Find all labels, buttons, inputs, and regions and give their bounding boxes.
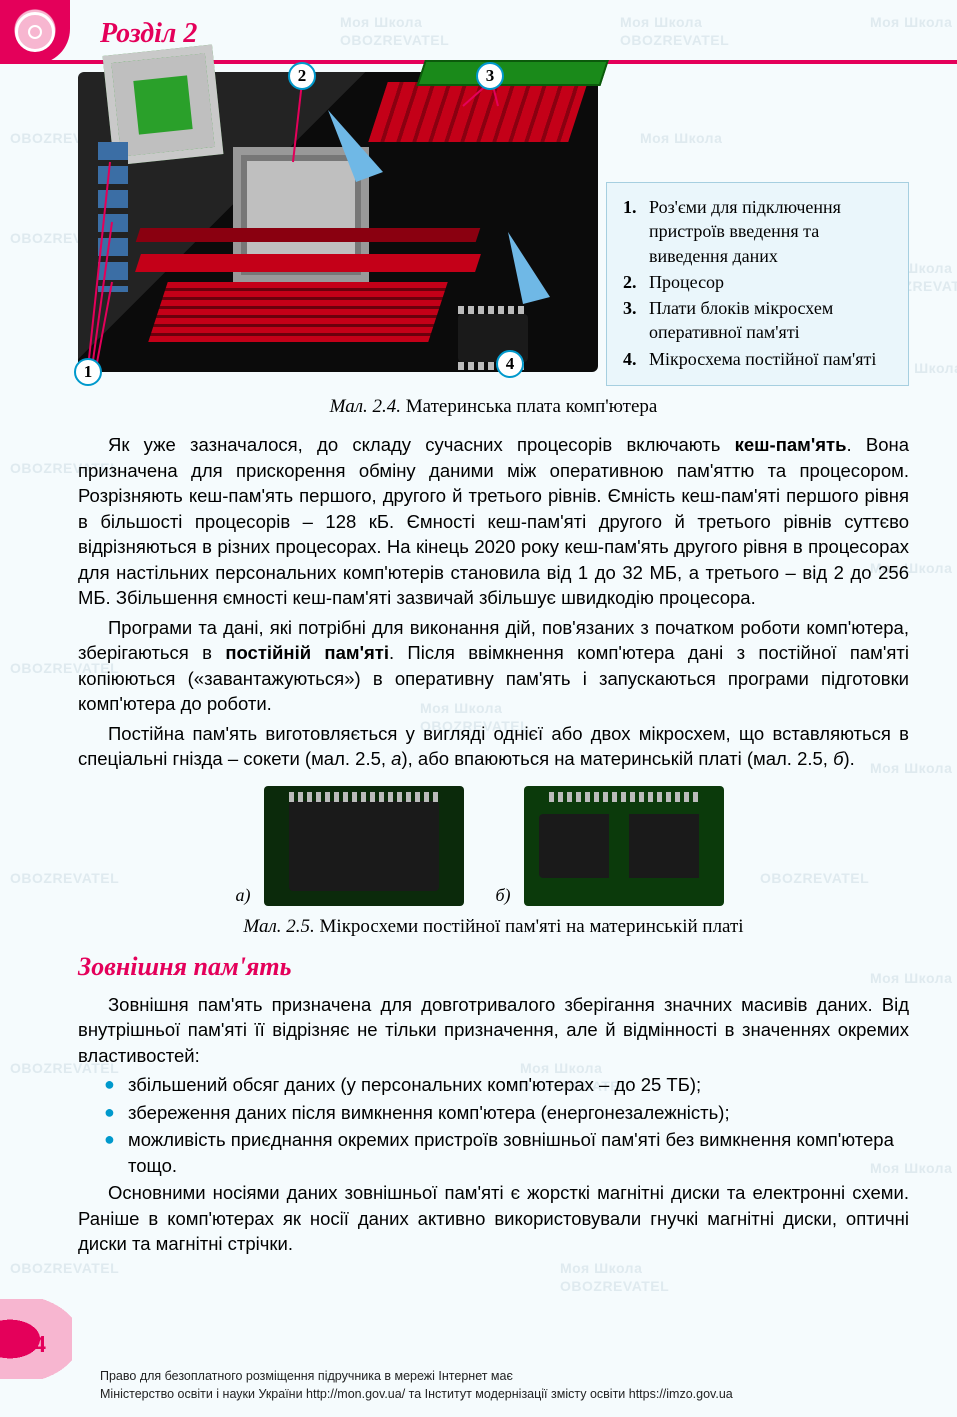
figure-2-4-caption: Мал. 2.4. Материнська плата комп'ютера [78,396,909,418]
legend-item-2: Процесор [649,270,724,294]
figure-2-5: а) б) [78,786,909,906]
bullet-2: збереження даних після вимкнення комп'ют… [128,1100,909,1126]
paragraph-1: Як уже зазначалося, до складу сучасних п… [78,432,909,611]
callout-4: 4 [496,350,524,378]
callout-2: 2 [288,62,316,90]
bullet-1: збільшений обсяг даних (у персональних к… [128,1072,909,1098]
fig25-label-b: б) [496,885,511,906]
callout-1: 1 [74,358,102,386]
bullet-3: можливість приєднання окремих пристроїв … [128,1127,909,1178]
page-number: 24 [22,1332,46,1359]
subsection-heading: Зовнішня пам'ять [78,952,909,982]
fig25-image-a: а) [264,786,464,906]
paragraph-4: Зовнішня пам'ять призначена для довготри… [78,992,909,1069]
paragraph-3: Постійна пам'ять виготовляється у вигляд… [78,721,909,772]
bullet-list: збільшений обсяг даних (у персональних к… [78,1072,909,1178]
legend-item-3: Плати блоків мікросхем оперативної пам'я… [649,296,892,345]
fig25-label-a: а) [236,885,251,906]
paragraph-2: Програми та дані, які потрібні для викон… [78,615,909,717]
footer-text: Право для безоплатного розміщення підруч… [100,1368,917,1403]
legend-item-4: Мікросхема постійної пам'яті [649,347,876,371]
leader-lines [78,72,598,382]
figure-2-5-caption: Мал. 2.5. Мікросхеми постійної пам'яті н… [78,916,909,938]
fig25-image-b: б) [524,786,724,906]
figure-2-4: 1 2 3 4 1.Роз'єми для підключення пристр… [78,72,909,386]
legend-item-1: Роз'єми для підключення пристроїв введен… [649,195,892,268]
figure-legend: 1.Роз'єми для підключення пристроїв введ… [606,182,909,386]
callout-3: 3 [476,62,504,90]
body-text-3: Основними носіями даних зовнішньої пам'я… [78,1180,909,1257]
body-text-2: Зовнішня пам'ять призначена для довготри… [78,992,909,1069]
body-text: Як уже зазначалося, до складу сучасних п… [78,432,909,772]
paragraph-5: Основними носіями даних зовнішньої пам'я… [78,1180,909,1257]
